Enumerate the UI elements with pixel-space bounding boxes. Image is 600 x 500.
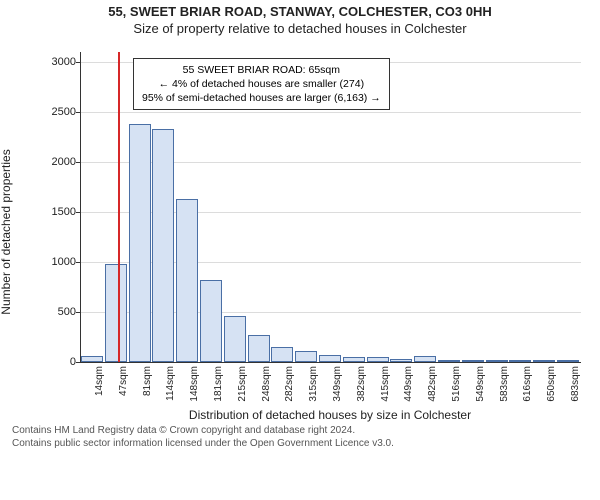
- histogram-bar: [105, 264, 127, 362]
- xtick-label: 14sqm: [94, 366, 105, 396]
- ytick-label: 3000: [40, 56, 76, 68]
- chart-container: Number of detached properties 55 SWEET B…: [30, 42, 590, 422]
- xtick-label: 516sqm: [451, 366, 462, 402]
- xtick-label: 81sqm: [142, 366, 153, 396]
- histogram-bar: [367, 357, 389, 362]
- annotation-line: 55 SWEET BRIAR ROAD: 65sqm: [142, 63, 381, 77]
- ytick-mark: [76, 312, 80, 313]
- ytick-label: 2500: [40, 106, 76, 118]
- footer-line1: Contains HM Land Registry data © Crown c…: [12, 424, 600, 437]
- xtick-label: 449sqm: [403, 366, 414, 402]
- ytick-label: 1000: [40, 256, 76, 268]
- xtick-label: 415sqm: [380, 366, 391, 402]
- xtick-label: 315sqm: [308, 366, 319, 402]
- histogram-bar: [390, 359, 412, 362]
- xtick-label: 583sqm: [499, 366, 510, 402]
- ytick-mark: [76, 112, 80, 113]
- title-address: 55, SWEET BRIAR ROAD, STANWAY, COLCHESTE…: [0, 4, 600, 21]
- ytick-label: 2000: [40, 156, 76, 168]
- ytick-label: 500: [40, 306, 76, 318]
- histogram-bar: [295, 351, 317, 362]
- title-block: 55, SWEET BRIAR ROAD, STANWAY, COLCHESTE…: [0, 0, 600, 38]
- histogram-bar: [414, 356, 436, 362]
- ytick-label: 0: [40, 356, 76, 368]
- histogram-bar: [129, 124, 151, 362]
- footer-line2: Contains public sector information licen…: [12, 437, 600, 450]
- plot-area: 55 SWEET BRIAR ROAD: 65sqm← 4% of detach…: [80, 52, 581, 363]
- xtick-label: 482sqm: [427, 366, 438, 402]
- annotation-line: ← 4% of detached houses are smaller (274…: [142, 77, 381, 91]
- ytick-mark: [76, 212, 80, 213]
- grid-line: [81, 112, 581, 113]
- histogram-bar: [248, 335, 270, 362]
- histogram-bar: [81, 356, 103, 362]
- xtick-label: 349sqm: [332, 366, 343, 402]
- ytick-mark: [76, 62, 80, 63]
- histogram-bar: [200, 280, 222, 362]
- xtick-label: 248sqm: [261, 366, 272, 402]
- ytick-mark: [76, 362, 80, 363]
- xtick-label: 148sqm: [189, 366, 200, 402]
- annotation-box: 55 SWEET BRIAR ROAD: 65sqm← 4% of detach…: [133, 58, 390, 111]
- histogram-bar: [486, 360, 508, 362]
- histogram-bar: [319, 355, 341, 362]
- property-marker-line: [118, 52, 120, 362]
- histogram-bar: [343, 357, 365, 362]
- xtick-label: 114sqm: [165, 366, 176, 401]
- x-axis-label: Distribution of detached houses by size …: [80, 408, 580, 422]
- footer: Contains HM Land Registry data © Crown c…: [12, 424, 600, 450]
- ytick-mark: [76, 162, 80, 163]
- xtick-label: 181sqm: [213, 366, 224, 402]
- ytick-mark: [76, 262, 80, 263]
- histogram-bar: [533, 360, 555, 362]
- ytick-label: 1500: [40, 206, 76, 218]
- xtick-label: 215sqm: [237, 366, 248, 402]
- y-axis-label: Number of detached properties: [0, 149, 13, 314]
- xtick-label: 616sqm: [522, 366, 533, 402]
- xtick-label: 382sqm: [356, 366, 367, 402]
- histogram-bar: [271, 347, 293, 362]
- xtick-label: 650sqm: [546, 366, 557, 402]
- histogram-bar: [557, 360, 579, 362]
- xtick-label: 549sqm: [475, 366, 486, 402]
- xtick-label: 683sqm: [570, 366, 581, 402]
- histogram-bar: [509, 360, 531, 362]
- xtick-label: 47sqm: [118, 366, 129, 396]
- title-subtitle: Size of property relative to detached ho…: [0, 21, 600, 38]
- xtick-label: 282sqm: [284, 366, 295, 402]
- histogram-bar: [152, 129, 174, 362]
- histogram-bar: [462, 360, 484, 362]
- histogram-bar: [438, 360, 460, 362]
- histogram-bar: [176, 199, 198, 362]
- histogram-bar: [224, 316, 246, 362]
- annotation-line: 95% of semi-detached houses are larger (…: [142, 91, 381, 105]
